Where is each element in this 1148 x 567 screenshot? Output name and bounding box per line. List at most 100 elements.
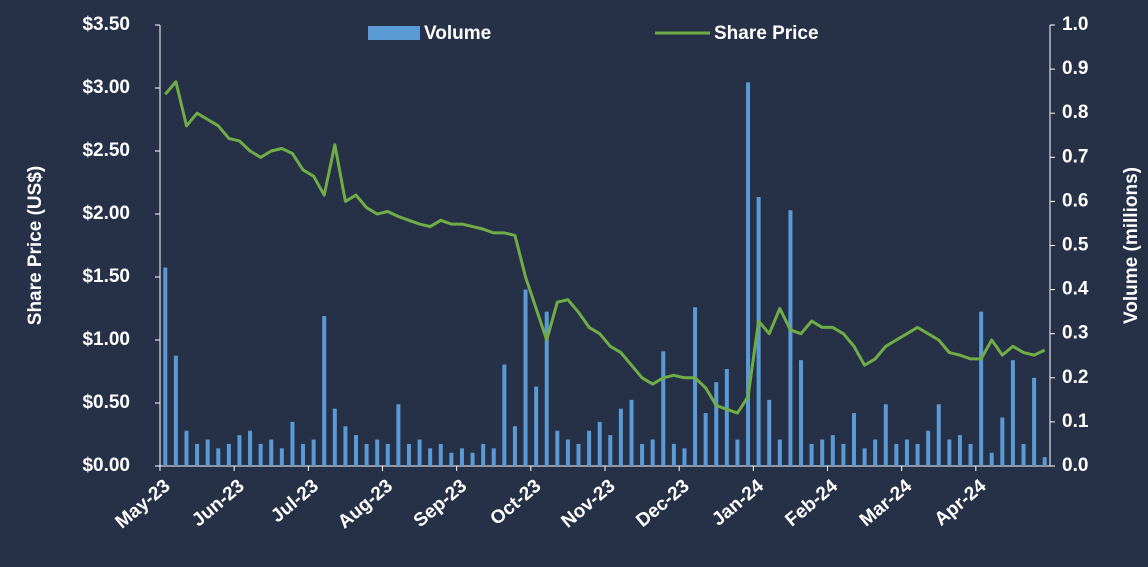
volume-bar [470, 452, 475, 466]
y2-tick-label: 0.7 [1062, 146, 1088, 167]
volume-bar [671, 443, 676, 466]
volume-bar [841, 443, 846, 466]
volume-bar [947, 439, 952, 466]
volume-bar [163, 267, 168, 466]
y2-tick-label: 0.4 [1062, 279, 1089, 300]
volume-bar [587, 430, 592, 466]
volume-bar [279, 448, 284, 466]
volume-bar [354, 435, 359, 466]
volume-bar [746, 82, 751, 466]
volume-bar [226, 443, 231, 466]
legend-swatch [368, 26, 420, 40]
volume-bar [459, 448, 464, 466]
volume-bar [873, 439, 878, 466]
y2-tick-label: 0.9 [1062, 58, 1088, 79]
volume-bar [364, 443, 369, 466]
volume-bar [979, 311, 984, 466]
volume-bar [269, 439, 274, 466]
volume-bar [205, 439, 210, 466]
volume-bar [555, 430, 560, 466]
volume-bar [237, 435, 242, 466]
volume-bar [449, 452, 454, 466]
volume-bar [534, 386, 539, 466]
volume-bar [512, 426, 517, 466]
volume-bar [216, 448, 221, 466]
volume-bar [851, 413, 856, 466]
volume-bar [396, 404, 401, 466]
volume-bar [703, 413, 708, 466]
y2-tick-label: 0.6 [1062, 190, 1088, 211]
y2-tick-label: 0.1 [1062, 411, 1089, 432]
volume-bar [1042, 457, 1047, 466]
volume-bar [184, 430, 189, 466]
volume-bar [597, 421, 602, 466]
volume-bar [650, 439, 655, 466]
volume-bar [1032, 377, 1037, 466]
volume-bar [608, 435, 613, 466]
volume-bar [428, 448, 433, 466]
volume-bar [290, 421, 295, 466]
volume-bar [544, 311, 549, 466]
volume-bar [1000, 417, 1005, 466]
volume-bar [375, 439, 380, 466]
price-line [164, 80, 1046, 415]
volume-bar [968, 443, 973, 466]
volume-bar [385, 443, 390, 466]
volume-bar [311, 439, 316, 466]
volume-bar [767, 399, 772, 466]
y2-tick-label: 0.3 [1062, 323, 1088, 344]
volume-bar [322, 316, 327, 466]
volume-bar [894, 443, 899, 466]
volume-bar [788, 210, 793, 466]
volume-bar [1021, 443, 1026, 466]
y-tick-label: $2.00 [82, 203, 130, 224]
volume-bar [195, 443, 200, 466]
volume-bar [830, 435, 835, 466]
legend-label: Share Price [714, 23, 819, 44]
y2-axis-title: Volume (millions) [1121, 167, 1142, 324]
volume-bar [258, 443, 263, 466]
volume-bar [682, 448, 687, 466]
volume-bar [735, 439, 740, 466]
volume-bar [502, 364, 507, 466]
y-tick-label: $1.00 [82, 329, 130, 350]
y-tick-label: $2.50 [82, 140, 130, 161]
y-tick-label: $3.50 [82, 14, 130, 35]
volume-bar [820, 439, 825, 466]
volume-bar [565, 439, 570, 466]
volume-bar [926, 430, 931, 466]
volume-bar [883, 404, 888, 466]
volume-bar [406, 443, 411, 466]
volume-bar [862, 448, 867, 466]
volume-bar [724, 368, 729, 466]
y2-tick-label: 0.0 [1062, 455, 1088, 476]
legend-label: Volume [424, 23, 491, 44]
volume-bar [629, 399, 634, 466]
y-tick-label: $1.50 [82, 266, 130, 287]
volume-bar [248, 430, 253, 466]
volume-bar [989, 452, 994, 466]
y2-tick-label: 0.2 [1062, 367, 1088, 388]
volume-bar [809, 443, 814, 466]
volume-bar [438, 443, 443, 466]
volume-bar [343, 426, 348, 466]
volume-bar [301, 443, 306, 466]
volume-bar [661, 351, 666, 466]
volume-bar [523, 289, 528, 466]
y-tick-label: $0.50 [82, 392, 130, 413]
volume-bar [576, 443, 581, 466]
volume-bar [481, 443, 486, 466]
volume-bar [491, 448, 496, 466]
y-tick-label: $3.00 [82, 77, 130, 98]
volume-bar [777, 439, 782, 466]
volume-bar [618, 408, 623, 466]
volume-bar [332, 408, 337, 466]
y2-tick-label: 0.5 [1062, 235, 1089, 256]
volume-bar [1010, 360, 1015, 466]
volume-bar [799, 360, 804, 466]
volume-bar [915, 443, 920, 466]
y-tick-label: $0.00 [82, 455, 130, 476]
y-axis-title: Share Price (US$) [25, 166, 46, 325]
volume-bar [173, 355, 178, 466]
